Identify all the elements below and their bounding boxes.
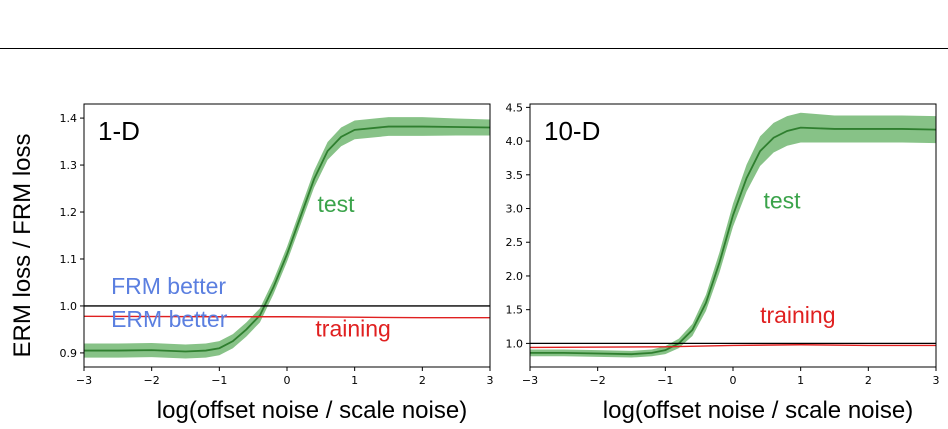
panel-label: 1-D [98,116,140,146]
x-tick-label: −3 [76,374,92,387]
y-tick-label: 2.5 [506,236,524,249]
x-tick-label: 2 [419,374,426,387]
x-tick-label: 3 [487,374,494,387]
panel-label: 10-D [544,116,600,146]
x-tick-label: 0 [730,374,737,387]
x-tick-label: 1 [351,374,358,387]
y-tick-label: 3.5 [506,169,524,182]
x-tick-label: 1 [797,374,804,387]
y-tick-label: 1.1 [60,253,78,266]
x-tick-label: −3 [522,374,538,387]
x-tick-label: 3 [933,374,940,387]
y-tick-label: 1.5 [506,304,524,317]
annotation-erm-better: ERM better [111,306,228,332]
series-line-training [530,344,936,349]
y-tick-label: 1.3 [60,159,78,172]
y-tick-label: 3.0 [506,203,524,216]
panel-1: −3 −2 −1 0 1 2 3 0.9 1.0 1.1 1.2 1.3 1.4 1-D FRM bette… [9,103,494,424]
y-axis-label: ERM loss / FRM loss [9,133,36,357]
top-rule [0,48,948,49]
x-axis-label: log(offset noise / scale noise) [157,397,467,424]
series-line-test [530,126,936,356]
annotation-frm-better: FRM better [111,273,226,299]
y-tick-label: 2.0 [506,270,524,283]
x-tick-label: −2 [590,374,606,387]
y-tick-label: 1.0 [60,300,78,313]
x-tick-label: −1 [657,374,673,387]
x-axis-label: log(offset noise / scale noise) [603,397,913,424]
y-tick-label: 1.4 [60,112,78,125]
panel-2: −3 −2 −1 0 1 2 3 1.0 1.5 2.0 2.5 3.0 3.5 4.0 4.5 10-D te… [506,101,940,424]
series-line-training [84,315,490,319]
y-tick-label: 0.9 [60,347,78,360]
y-tick-label: 4.0 [506,135,524,148]
x-tick-label: −1 [211,374,227,387]
annotation-test: test [317,191,355,217]
annotation-training: training [315,315,390,341]
test-confidence-band [530,112,936,358]
annotation-test: test [763,188,801,214]
y-tick-label: 1.0 [506,337,524,350]
y-tick-label: 1.2 [60,206,78,219]
annotation-training: training [760,302,835,328]
y-tick-label: 4.5 [506,101,524,114]
x-tick-label: 0 [284,374,291,387]
x-tick-label: −2 [144,374,160,387]
x-tick-label: 2 [865,374,872,387]
series-line-test [84,125,490,353]
